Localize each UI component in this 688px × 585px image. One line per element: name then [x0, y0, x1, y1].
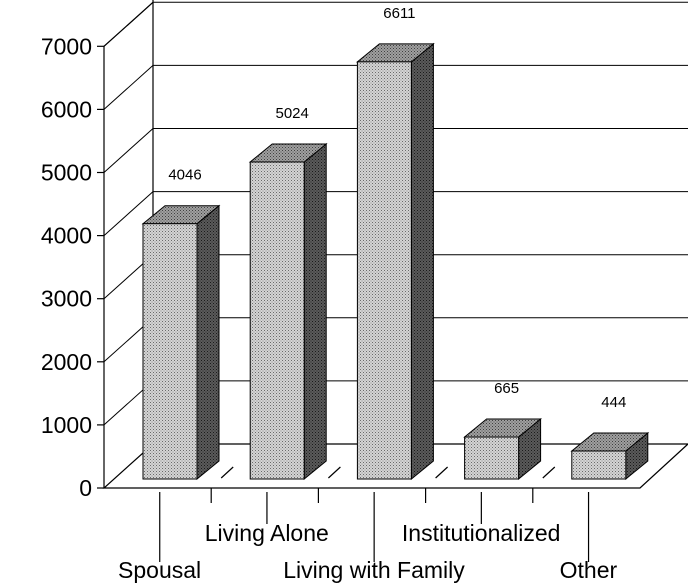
- data-label: 665: [494, 380, 519, 397]
- bar-side: [196, 204, 220, 481]
- y-tick-label: 4000: [41, 223, 92, 249]
- data-label: 5024: [276, 105, 309, 122]
- y-tick-label: 5000: [41, 160, 92, 186]
- floor-outline: [102, 443, 688, 489]
- bar-front: [571, 450, 627, 480]
- bar-front: [356, 61, 412, 480]
- bar-front: [249, 161, 305, 480]
- bar-1: [248, 142, 328, 481]
- bar-side: [303, 142, 327, 481]
- wall-gridline: [103, 65, 154, 110]
- data-label: 6611: [383, 5, 415, 22]
- bar-front: [142, 223, 198, 480]
- wall-top-edge: [103, 1, 154, 47]
- bar-3: [463, 417, 543, 481]
- y-tick-label: 1000: [41, 412, 92, 438]
- bar-2: [355, 42, 435, 481]
- y-tick-label: 2000: [41, 349, 92, 375]
- bar-4: [570, 431, 650, 481]
- y-tick-label: 3000: [41, 286, 92, 312]
- y-tick-label: 6000: [41, 96, 92, 122]
- bars: [141, 42, 650, 481]
- floor-divider: [327, 466, 341, 479]
- data-label: 4046: [168, 167, 201, 184]
- floor-divider: [435, 466, 449, 479]
- y-tick-label: 7000: [41, 33, 92, 59]
- y-tick-label: 0: [79, 475, 92, 501]
- floor-divider: [220, 466, 234, 479]
- data-label: 444: [601, 394, 626, 411]
- x-category-label: Living Alone: [205, 520, 329, 546]
- y-tick-labels: 0 1000 2000 3000 4000 5000 6000 7000: [41, 33, 92, 501]
- wall-gridline: [103, 128, 154, 173]
- bar-side: [410, 42, 434, 481]
- bar-0: [141, 204, 221, 481]
- x-category-label: Institutionalized: [402, 520, 561, 546]
- wall-gridline: [103, 191, 154, 236]
- floor-divider: [542, 466, 556, 479]
- data-labels: 4046 5024 6611 665 444: [168, 5, 626, 411]
- bar-front: [464, 436, 520, 480]
